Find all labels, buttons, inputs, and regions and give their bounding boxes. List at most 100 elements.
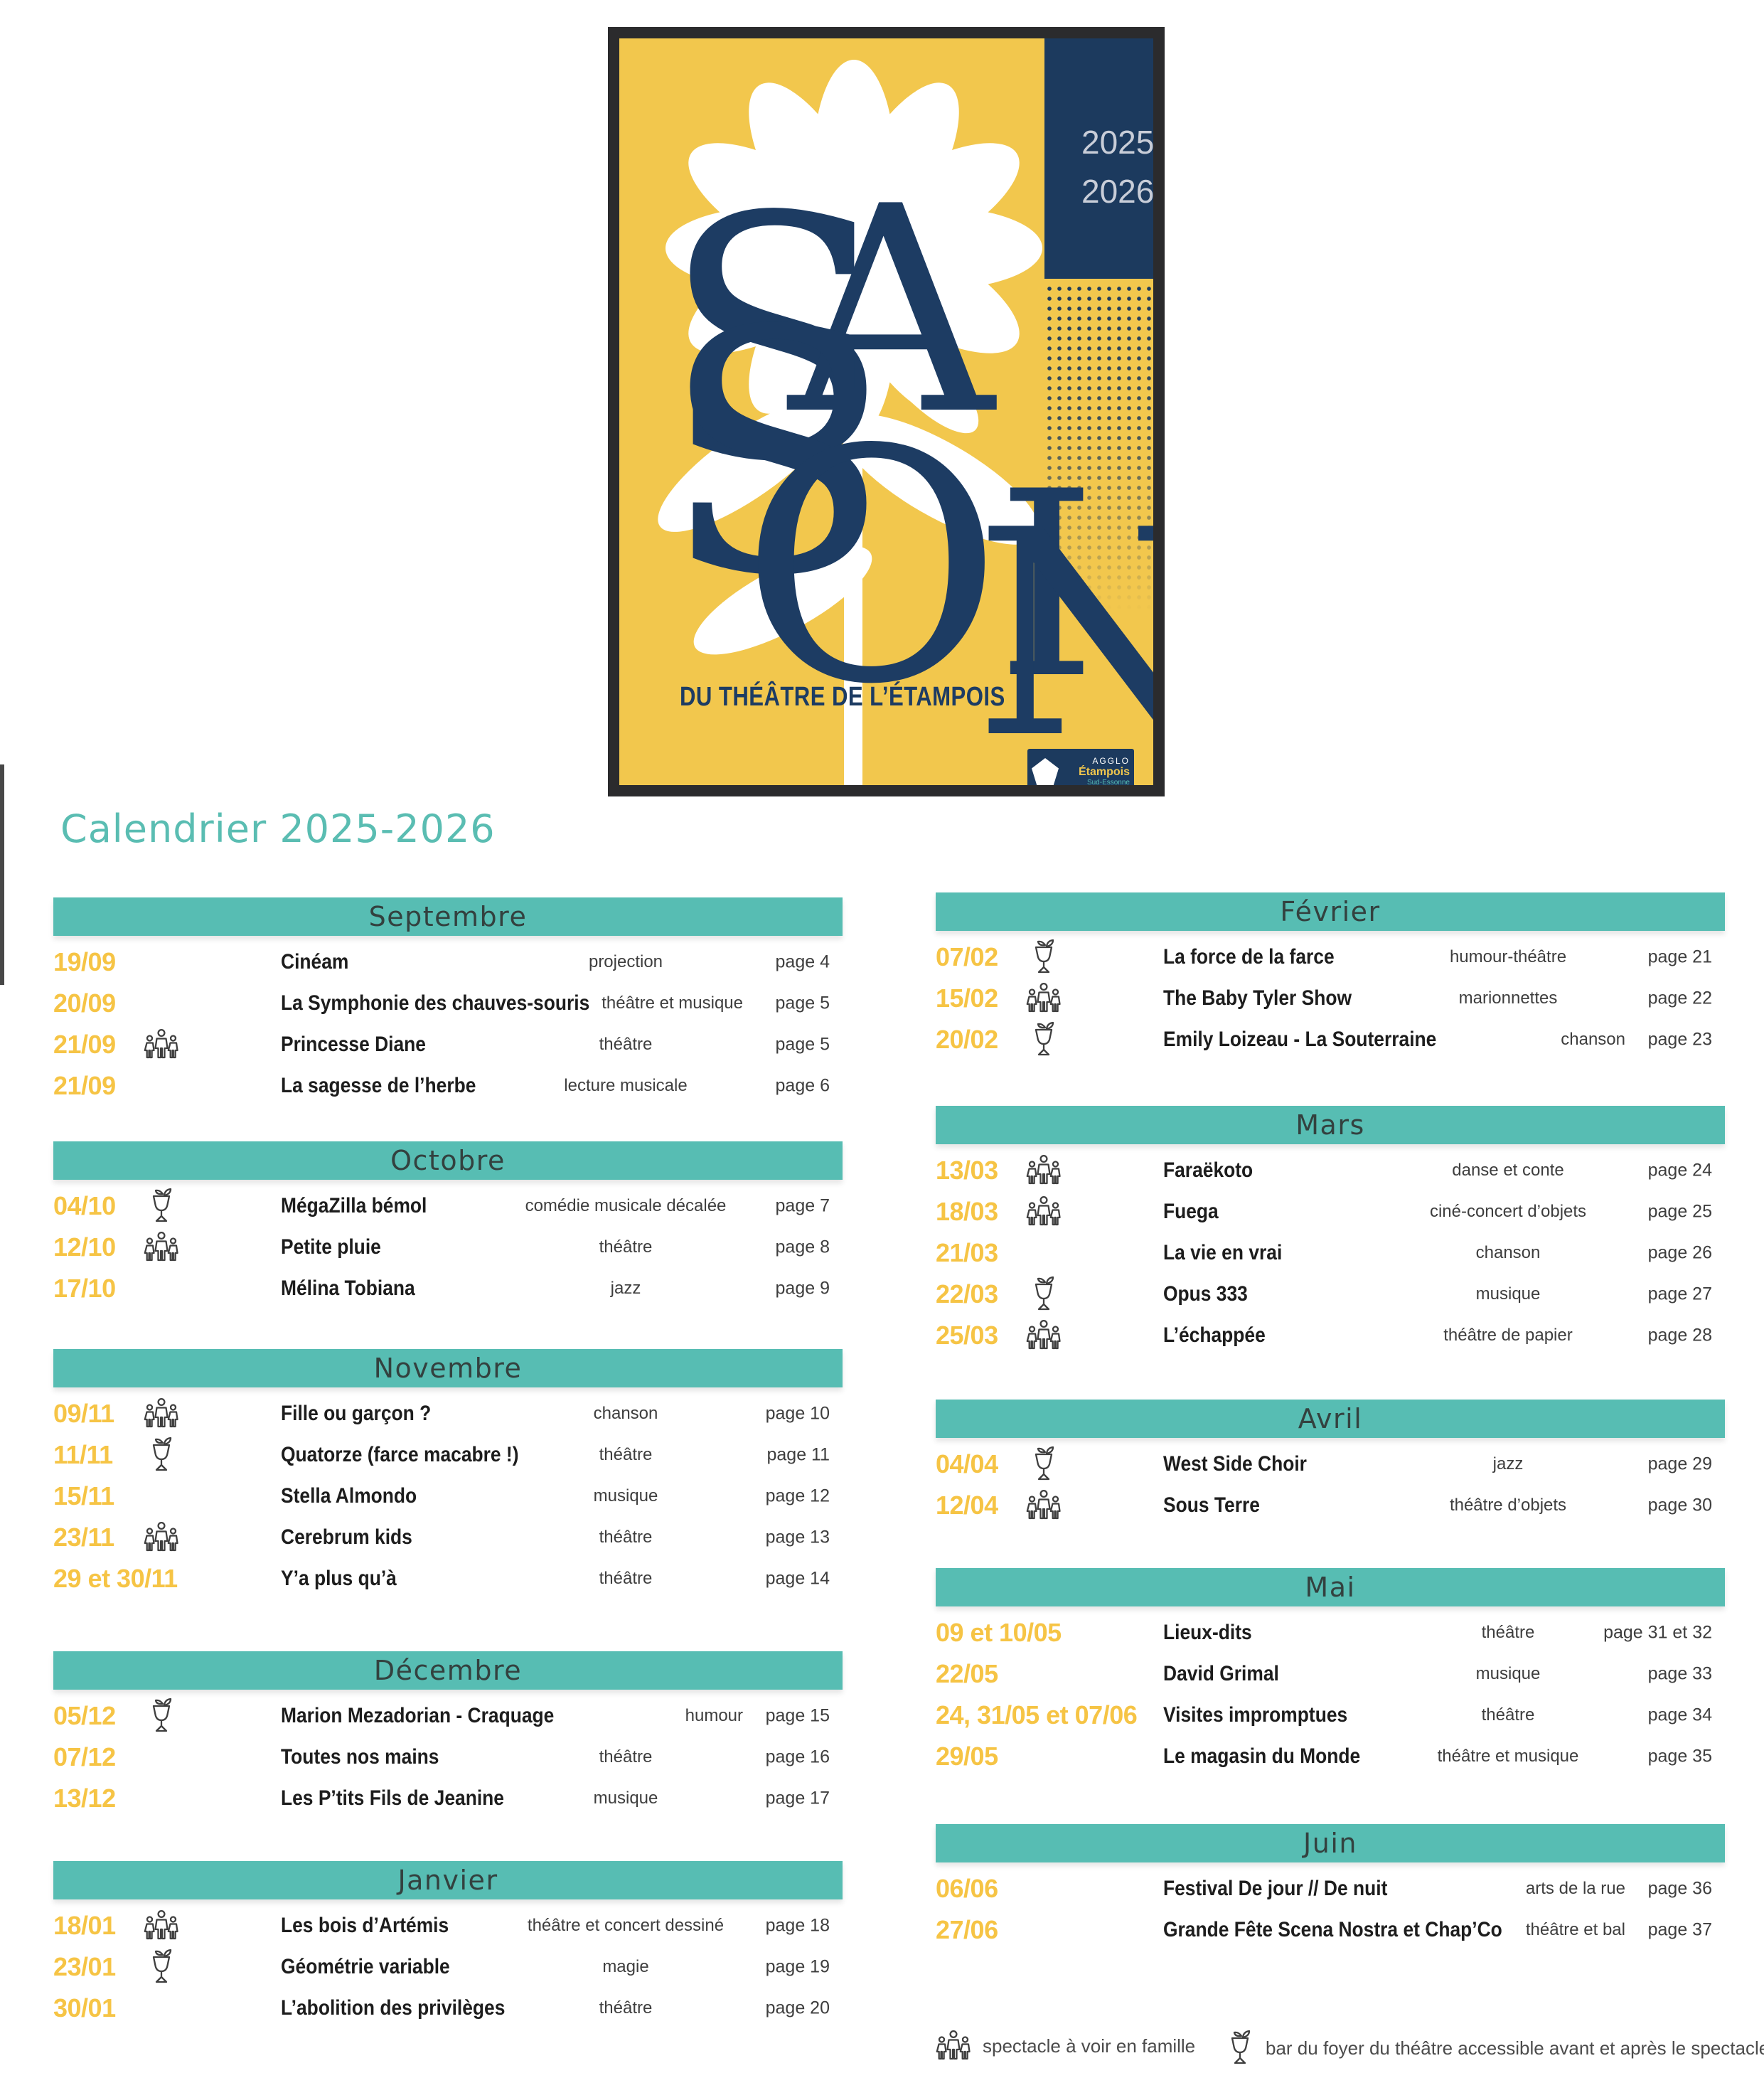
event-row: 22/05 David Grimal musique page 33	[936, 1653, 1725, 1695]
month-header: Février	[936, 892, 1725, 931]
event-row: 21/09 La sagesse de l’herbe lecture musi…	[53, 1065, 843, 1107]
event-title: L’abolition des privilèges	[281, 1996, 506, 2020]
event-title: Le magasin du Monde	[1163, 1744, 1361, 1768]
month-header: Mai	[936, 1568, 1725, 1606]
event-row: 04/04 West Side Choir jazz page 29	[936, 1444, 1725, 1485]
month-rows: 06/06 Festival De jour // De nuit arts d…	[936, 1862, 1725, 1951]
event-title: Stella Almondo	[281, 1484, 417, 1508]
event-genre: chanson	[1475, 1243, 1541, 1262]
event-genre: musique	[593, 1789, 658, 1808]
family-icon	[144, 1231, 178, 1262]
event-date: 23/11	[53, 1523, 114, 1552]
event-genre: théâtre	[1481, 1623, 1535, 1642]
event-title: Fuega	[1163, 1200, 1219, 1223]
month-header: Janvier	[53, 1861, 843, 1899]
event-date: 18/03	[936, 1197, 998, 1226]
event-icon-slot	[1021, 1445, 1067, 1483]
event-genre: théâtre de papier	[1443, 1326, 1573, 1345]
event-row: 07/12 Toutes nos mains théâtre page 16	[53, 1737, 843, 1778]
event-date: 09/11	[53, 1399, 114, 1428]
event-row: 09/11 Fille ou garçon ? chanson page 10	[53, 1393, 843, 1434]
event-icon-slot	[139, 1520, 184, 1555]
event-row: 17/10 Mélina Tobiana jazz page 9	[53, 1268, 843, 1309]
month-section-décembre: Décembre 05/12 Marion Mezadorian - Craqu…	[53, 1651, 843, 1819]
poster-letter-n: N	[975, 494, 1153, 778]
event-page: page 25	[1647, 1201, 1712, 1222]
event-genre: danse et conte	[1452, 1161, 1564, 1180]
event-row: 23/01 Géométrie variable magie page 19	[53, 1946, 843, 1988]
event-row: 13/03 Faraëkoto danse et conte page 24	[936, 1150, 1725, 1191]
event-page: page 13	[765, 1527, 830, 1547]
month-header: Novembre	[53, 1349, 843, 1387]
month-section-septembre: Septembre 19/09 Cinéam projection page 4…	[53, 897, 843, 1107]
legend: spectacle à voir en famille bar du foyer …	[936, 2029, 1764, 2079]
event-genre: jazz	[1492, 1454, 1524, 1473]
month-header: Avril	[936, 1400, 1725, 1438]
event-date: 29 et 30/11	[53, 1564, 178, 1593]
event-page: page 30	[1647, 1495, 1712, 1515]
event-row: 21/09 Princesse Diane théâtre page 5	[53, 1024, 843, 1065]
bar-icon	[152, 1949, 172, 1983]
poster-subtitle: DU THÉÂTRE DE L’ÉTAMPOIS	[680, 682, 1005, 712]
event-row: 05/12 Marion Mezadorian - Craquage humou…	[53, 1695, 843, 1737]
poster-year-1: 2025	[1081, 124, 1155, 161]
month-rows: 05/12 Marion Mezadorian - Craquage humou…	[53, 1690, 843, 1819]
poster-letter-s1: S	[662, 146, 891, 535]
event-title: Toutes nos mains	[281, 1745, 439, 1769]
event-row: 27/06 Grande Fête Scena Nostra et Chap’C…	[936, 1909, 1725, 1951]
season-poster: 2025 2026	[608, 27, 1165, 796]
event-row: 20/09 La Symphonie des chauves-souris th…	[53, 983, 843, 1024]
family-icon	[144, 1909, 178, 1940]
event-title: Emily Loizeau - La Souterraine	[1163, 1028, 1437, 1051]
event-genre: magie	[602, 1957, 649, 1976]
event-page: page 22	[1647, 988, 1712, 1008]
event-title: Festival De jour // De nuit	[1163, 1877, 1388, 1900]
event-title: Lieux-dits	[1163, 1621, 1252, 1644]
calendar-column-right: Février 07/02 La force de la farce humou…	[936, 892, 1764, 2100]
event-title: Cerebrum kids	[281, 1525, 412, 1549]
calendar-column-left: Septembre 19/09 Cinéam projection page 4…	[53, 897, 843, 2100]
flower-leaves	[658, 326, 1039, 655]
event-genre: arts de la rue	[1525, 1879, 1625, 1898]
event-title: La sagesse de l’herbe	[281, 1074, 476, 1097]
event-genre: théâtre	[599, 1747, 653, 1766]
month-section-avril: Avril 04/04 West Side Choir jazz page 29…	[936, 1400, 1725, 1526]
event-genre: marionnettes	[1458, 988, 1558, 1008]
event-title: The Baby Tyler Show	[1163, 986, 1352, 1010]
month-section-novembre: Novembre 09/11 Fille ou garçon ? chanson…	[53, 1349, 843, 1599]
event-icon-slot	[139, 1909, 184, 1943]
event-page: page 18	[765, 1915, 830, 1936]
event-icon-slot	[1021, 1020, 1067, 1059]
event-date: 13/12	[53, 1784, 116, 1813]
event-genre: théâtre	[599, 1998, 653, 2018]
event-row: 29/05 Le magasin du Monde théâtre et mus…	[936, 1736, 1725, 1777]
poster-year-2: 2026	[1081, 173, 1155, 210]
event-genre: théâtre	[599, 1569, 653, 1588]
event-title: Petite pluie	[281, 1235, 381, 1259]
month-rows: 19/09 Cinéam projection page 4 20/09 La …	[53, 936, 843, 1107]
event-date: 27/06	[936, 1915, 998, 1944]
event-title: Les P’tits Fils de Jeanine	[281, 1786, 504, 1810]
event-icon-slot	[139, 1230, 184, 1264]
event-page: page 11	[766, 1444, 830, 1465]
month-rows: 07/02 La force de la farce humour-théâtr…	[936, 931, 1725, 1060]
event-page: page 5	[775, 1034, 830, 1055]
event-genre: comédie musicale décalée	[525, 1196, 727, 1215]
month-name: Septembre	[368, 901, 528, 932]
event-page: page 29	[1647, 1454, 1712, 1474]
event-genre: théâtre d’objets	[1449, 1496, 1567, 1515]
event-page: page 7	[775, 1195, 830, 1216]
event-genre: théâtre et musique	[602, 993, 743, 1013]
bar-icon	[1231, 2030, 1251, 2064]
month-section-janvier: Janvier 18/01 Les bois d’Artémis théâtre…	[53, 1861, 843, 2029]
event-date: 04/10	[53, 1191, 116, 1220]
event-genre: chanson	[1561, 1030, 1625, 1049]
event-genre: théâtre	[599, 1528, 653, 1547]
event-title: Fille ou garçon ?	[281, 1402, 432, 1425]
event-icon-slot	[139, 1697, 184, 1735]
bar-icon	[152, 1188, 172, 1222]
event-row: 04/10 MégaZilla bémol comédie musicale d…	[53, 1185, 843, 1227]
event-date: 12/04	[936, 1491, 998, 1520]
event-page: page 23	[1647, 1029, 1712, 1050]
event-title: Les bois d’Artémis	[281, 1914, 449, 1937]
